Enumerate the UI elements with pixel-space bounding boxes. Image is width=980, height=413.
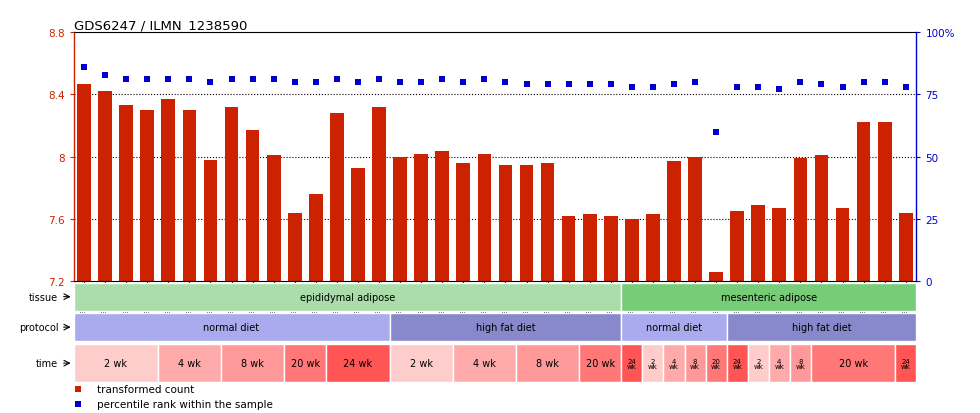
Bar [541, 164, 555, 282]
FancyBboxPatch shape [621, 283, 916, 311]
Bar [857, 123, 870, 282]
FancyBboxPatch shape [663, 344, 685, 382]
FancyBboxPatch shape [221, 344, 284, 382]
Text: 4
wk: 4 wk [669, 358, 679, 369]
FancyBboxPatch shape [284, 344, 326, 382]
Text: 24
wk: 24 wk [627, 358, 637, 369]
Bar [309, 195, 322, 282]
Bar [457, 164, 470, 282]
FancyBboxPatch shape [390, 313, 621, 341]
Bar [519, 165, 533, 282]
Bar [372, 108, 386, 282]
Text: 20
wk: 20 wk [711, 358, 721, 369]
Text: 20 wk: 20 wk [291, 358, 319, 368]
Text: percentile rank within the sample: percentile rank within the sample [97, 399, 273, 409]
FancyBboxPatch shape [643, 344, 663, 382]
Bar [351, 168, 365, 282]
Text: epididymal adipose: epididymal adipose [300, 292, 395, 302]
FancyBboxPatch shape [685, 344, 706, 382]
Text: tissue: tissue [29, 292, 59, 302]
Bar [415, 154, 428, 282]
Bar [499, 165, 513, 282]
Text: 4 wk: 4 wk [178, 358, 201, 368]
FancyBboxPatch shape [727, 344, 748, 382]
Bar [836, 209, 850, 282]
Text: high fat diet: high fat diet [475, 323, 535, 332]
Text: transformed count: transformed count [97, 384, 194, 394]
Bar [667, 162, 681, 282]
Text: 8 wk: 8 wk [536, 358, 559, 368]
FancyBboxPatch shape [326, 344, 390, 382]
FancyBboxPatch shape [453, 344, 516, 382]
Bar [246, 131, 260, 282]
FancyBboxPatch shape [390, 344, 453, 382]
Bar [204, 161, 218, 282]
Bar [562, 216, 575, 282]
Text: high fat diet: high fat diet [792, 323, 852, 332]
Text: 24
wk: 24 wk [901, 358, 910, 369]
Bar [77, 84, 91, 282]
Text: 2 wk: 2 wk [104, 358, 127, 368]
Bar [646, 215, 660, 282]
Text: 20 wk: 20 wk [586, 358, 614, 368]
Bar [752, 206, 765, 282]
FancyBboxPatch shape [621, 344, 643, 382]
Bar [288, 214, 302, 282]
FancyBboxPatch shape [748, 344, 769, 382]
Text: 8
wk: 8 wk [796, 358, 806, 369]
FancyBboxPatch shape [74, 313, 390, 341]
Bar [688, 157, 702, 282]
FancyBboxPatch shape [727, 313, 916, 341]
Bar [224, 108, 238, 282]
Text: 4
wk: 4 wk [774, 358, 784, 369]
Text: protocol: protocol [19, 323, 59, 332]
FancyBboxPatch shape [621, 313, 727, 341]
Bar [330, 114, 344, 282]
FancyBboxPatch shape [811, 344, 896, 382]
FancyBboxPatch shape [74, 344, 158, 382]
Bar [625, 220, 639, 282]
Bar [710, 273, 723, 282]
FancyBboxPatch shape [516, 344, 579, 382]
Bar [120, 106, 133, 282]
Bar [162, 100, 175, 282]
Bar [435, 151, 449, 282]
Bar [140, 111, 154, 282]
FancyBboxPatch shape [579, 344, 621, 382]
Text: 8
wk: 8 wk [690, 358, 700, 369]
FancyBboxPatch shape [706, 344, 727, 382]
Bar [899, 214, 912, 282]
Bar [730, 212, 744, 282]
Text: 4 wk: 4 wk [473, 358, 496, 368]
Text: 20 wk: 20 wk [839, 358, 867, 368]
FancyBboxPatch shape [896, 344, 916, 382]
Text: 24
wk: 24 wk [732, 358, 742, 369]
FancyBboxPatch shape [158, 344, 221, 382]
FancyBboxPatch shape [769, 344, 790, 382]
Text: GDS6247 / ILMN_1238590: GDS6247 / ILMN_1238590 [74, 19, 247, 32]
Bar [477, 154, 491, 282]
Bar [267, 156, 280, 282]
Text: time: time [36, 358, 59, 368]
Bar [604, 216, 617, 282]
Text: mesenteric adipose: mesenteric adipose [720, 292, 817, 302]
Text: normal diet: normal diet [646, 323, 702, 332]
Bar [583, 215, 597, 282]
Bar [772, 209, 786, 282]
Text: 2
wk: 2 wk [754, 358, 763, 369]
FancyBboxPatch shape [74, 283, 621, 311]
Text: 24 wk: 24 wk [343, 358, 372, 368]
Bar [878, 123, 892, 282]
Text: 8 wk: 8 wk [241, 358, 264, 368]
FancyBboxPatch shape [790, 344, 811, 382]
Text: 2 wk: 2 wk [410, 358, 432, 368]
Bar [393, 157, 407, 282]
Text: 2
wk: 2 wk [648, 358, 658, 369]
Bar [182, 111, 196, 282]
Bar [98, 92, 112, 282]
Bar [794, 159, 808, 282]
Bar [814, 156, 828, 282]
Text: normal diet: normal diet [204, 323, 260, 332]
